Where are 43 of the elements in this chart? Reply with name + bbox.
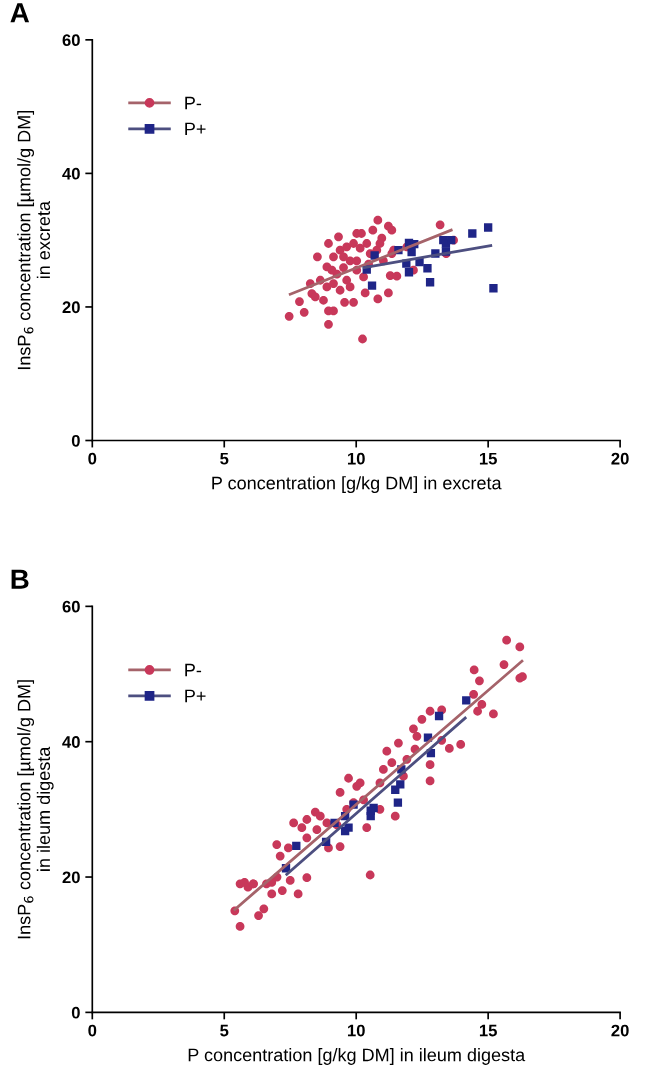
x-axis-title: P concentration [g/kg DM] in ileum digesta [188, 1048, 526, 1065]
point [344, 823, 353, 832]
x-tick-label: 0 [88, 1024, 97, 1037]
x-axis-title: P concentration [g/kg DM] in excreta [212, 476, 502, 493]
y-axis-title: InsP$_{6}$ concentration [µmol/g DM] in excreta [17, 111, 51, 370]
y-tick-label: 0 [71, 434, 80, 447]
legend-label: P- [185, 96, 202, 110]
point [393, 798, 403, 807]
legend-label: P- [185, 663, 202, 677]
x-tick-label: 5 [220, 1024, 229, 1037]
point [483, 223, 493, 232]
y-tick-label: 60 [62, 600, 80, 613]
x-tick-label: 15 [479, 452, 497, 465]
x-tick-label: 0 [88, 452, 97, 465]
x-tick-label: 10 [347, 1024, 365, 1037]
point [462, 696, 471, 705]
x-tick-label: 15 [479, 1024, 497, 1037]
point [367, 281, 377, 290]
y-tick-label: 0 [71, 1006, 80, 1019]
legend-label: P+ [185, 689, 206, 703]
x-tick-label: 5 [220, 452, 229, 465]
point [396, 780, 405, 789]
y-tick-label: 40 [62, 736, 80, 748]
point [404, 268, 414, 277]
point [434, 711, 444, 721]
x-tick-label: 20 [611, 1024, 629, 1037]
y-tick-label: 60 [62, 34, 80, 47]
point [407, 248, 416, 257]
y-axis-title: InsP$_{6}$ concentration [µmol/g DM] in ileum digesta [17, 680, 54, 939]
point [292, 841, 301, 851]
point [468, 229, 477, 238]
y-tick-label: 20 [62, 301, 80, 314]
x-tick-label: 10 [347, 452, 365, 465]
chart-title: B [11, 569, 29, 589]
y-tick-label: 20 [62, 871, 80, 884]
point [489, 284, 498, 293]
point [370, 251, 379, 260]
point [425, 278, 435, 287]
chart-title: A [10, 3, 30, 23]
point [423, 264, 432, 273]
y-tick-label: 40 [62, 167, 80, 180]
legend-label: P+ [185, 122, 206, 136]
x-tick-label: 20 [611, 452, 629, 465]
